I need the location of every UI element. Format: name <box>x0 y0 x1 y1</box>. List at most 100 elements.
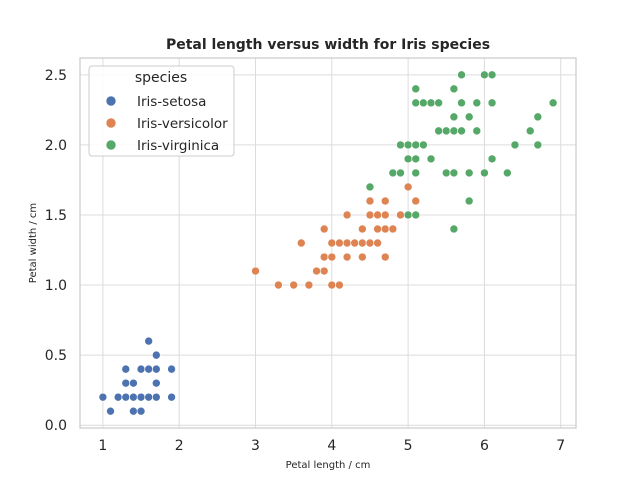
point-iris-setosa <box>144 336 153 346</box>
point-iris-versicolor <box>319 224 329 234</box>
point-iris-versicolor <box>319 252 329 262</box>
x-tick-label: 3 <box>251 438 260 454</box>
point-iris-versicolor <box>296 238 306 248</box>
point-iris-setosa <box>152 364 161 374</box>
point-iris-virginica <box>419 98 428 108</box>
point-iris-setosa <box>121 364 131 374</box>
point-iris-versicolor <box>327 280 337 290</box>
point-iris-virginica <box>472 98 482 108</box>
legend-label-iris-setosa: Iris-setosa <box>137 94 206 110</box>
point-iris-virginica <box>403 210 413 220</box>
point-iris-virginica <box>434 126 443 136</box>
point-iris-versicolor <box>380 252 390 262</box>
point-iris-versicolor <box>350 238 360 248</box>
legend-marker-iris-virginica <box>105 139 117 151</box>
point-iris-versicolor <box>342 252 352 262</box>
point-iris-versicolor <box>365 196 375 206</box>
point-iris-virginica <box>411 168 421 178</box>
point-iris-versicolor <box>380 224 390 234</box>
legend-label-iris-versicolor: Iris-versicolor <box>137 116 228 132</box>
point-iris-virginica <box>396 140 405 150</box>
point-iris-virginica <box>548 98 558 108</box>
point-iris-virginica <box>457 126 466 136</box>
point-iris-setosa <box>167 392 176 402</box>
point-iris-versicolor <box>327 238 337 248</box>
point-iris-virginica <box>388 168 398 178</box>
point-iris-virginica <box>411 154 421 164</box>
point-iris-virginica <box>441 168 451 178</box>
point-iris-versicolor <box>373 224 382 234</box>
point-iris-virginica <box>480 168 489 178</box>
point-iris-virginica <box>464 196 474 206</box>
chart-title: Petal length versus width for Iris speci… <box>166 37 490 53</box>
point-iris-virginica <box>365 182 375 192</box>
x-tick-label: 4 <box>327 438 336 454</box>
point-iris-versicolor <box>380 196 390 206</box>
point-iris-setosa <box>121 392 131 402</box>
legend-label-iris-virginica: Iris-virginica <box>137 138 219 154</box>
point-iris-setosa <box>113 392 123 402</box>
x-tick-label: 1 <box>98 438 107 454</box>
point-iris-setosa <box>136 364 146 374</box>
y-tick-label: 1.5 <box>45 208 67 224</box>
data-points <box>98 70 558 416</box>
point-iris-virginica <box>464 168 474 178</box>
point-iris-versicolor <box>312 266 321 276</box>
point-iris-virginica <box>457 98 466 108</box>
point-iris-versicolor <box>289 280 298 290</box>
point-iris-virginica <box>434 98 443 108</box>
point-iris-virginica <box>472 126 482 136</box>
point-iris-virginica <box>533 112 543 122</box>
point-iris-virginica <box>403 154 413 164</box>
point-iris-versicolor <box>388 224 398 234</box>
point-iris-virginica <box>533 140 543 150</box>
point-iris-versicolor <box>335 280 344 290</box>
point-iris-virginica <box>449 126 459 136</box>
point-iris-setosa <box>129 378 138 388</box>
point-iris-virginica <box>411 210 421 220</box>
point-iris-setosa <box>129 406 138 416</box>
point-iris-virginica <box>449 84 459 94</box>
y-tick-labels: 0.0 0.5 1.0 1.5 2.0 2.5 <box>45 68 67 434</box>
point-iris-virginica <box>426 98 436 108</box>
point-iris-versicolor <box>327 252 337 262</box>
legend-title: species <box>135 70 187 86</box>
point-iris-setosa <box>152 378 161 388</box>
point-iris-versicolor <box>335 238 344 248</box>
y-tick-label: 2.5 <box>45 68 67 84</box>
point-iris-versicolor <box>274 280 283 290</box>
point-iris-virginica <box>487 98 497 108</box>
point-iris-setosa <box>121 378 131 388</box>
point-iris-virginica <box>449 224 459 234</box>
plot-frame <box>79 57 577 429</box>
point-iris-setosa <box>144 392 153 402</box>
point-iris-virginica <box>480 70 489 80</box>
x-tick-labels: 1 2 3 4 5 6 7 <box>98 438 565 454</box>
point-iris-versicolor <box>319 266 329 276</box>
point-iris-versicolor <box>304 280 314 290</box>
legend-marker-iris-setosa <box>105 95 117 107</box>
x-tick-label: 5 <box>404 438 413 454</box>
point-iris-virginica <box>411 84 421 94</box>
legend-marker-iris-versicolor <box>105 117 117 129</box>
point-iris-versicolor <box>358 252 367 262</box>
point-iris-versicolor <box>251 266 260 276</box>
point-iris-virginica <box>403 140 413 150</box>
legend: species Iris-setosa Iris-versicolor Iris-v… <box>88 65 235 157</box>
x-tick-label: 6 <box>480 438 489 454</box>
point-iris-setosa <box>152 350 161 360</box>
x-axis-label: Petal length / cm <box>286 460 371 471</box>
point-iris-setosa <box>144 364 153 374</box>
y-tick-label: 0.5 <box>45 348 67 364</box>
point-iris-versicolor <box>358 238 367 248</box>
point-iris-versicolor <box>365 210 375 220</box>
legend-items: Iris-setosa Iris-versicolor Iris-virginica <box>105 94 228 154</box>
y-tick-label: 1.0 <box>45 278 67 294</box>
point-iris-versicolor <box>373 210 382 220</box>
point-iris-setosa <box>129 392 138 402</box>
point-iris-versicolor <box>380 210 390 220</box>
point-iris-virginica <box>411 98 421 108</box>
point-iris-virginica <box>419 140 428 150</box>
